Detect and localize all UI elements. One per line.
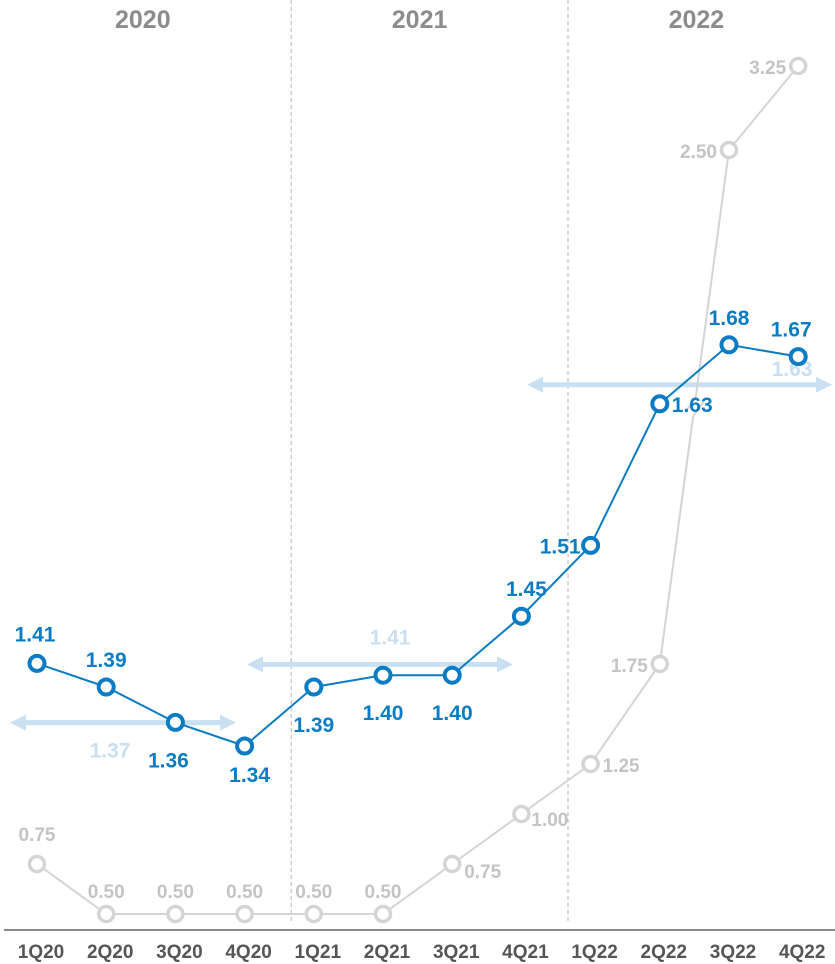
x-tick-label: 3Q20 — [156, 942, 202, 963]
primary-data-label: 1.51 — [540, 535, 581, 558]
primary-data-label: 1.40 — [363, 702, 404, 725]
primary-data-label: 1.34 — [229, 764, 270, 787]
secondary-series-point — [27, 854, 47, 874]
secondary-series-segment — [382, 863, 453, 915]
secondary-series-segment — [451, 813, 522, 865]
primary-series-segment — [243, 686, 315, 747]
primary-series-segment — [589, 403, 661, 546]
secondary-series-point — [788, 56, 808, 76]
primary-data-label: 1.40 — [432, 702, 473, 725]
average-arrow-head-right — [816, 376, 832, 393]
primary-series-segment — [728, 343, 799, 358]
primary-series-point — [373, 665, 393, 685]
secondary-series-segment — [520, 763, 592, 815]
axis-break-mark — [684, 397, 697, 413]
primary-series-point — [719, 335, 739, 355]
primary-data-label: 1.36 — [148, 749, 189, 772]
x-tick-label: 1Q20 — [18, 942, 64, 963]
average-arrow-head-left — [10, 714, 26, 731]
secondary-data-label: 1.75 — [611, 656, 648, 677]
secondary-series-segment — [589, 663, 661, 765]
primary-series-point — [235, 736, 255, 756]
primary-series-segment — [175, 721, 245, 747]
primary-series-point — [96, 677, 116, 697]
primary-series-segment — [36, 662, 107, 688]
secondary-data-label: 0.50 — [88, 882, 125, 903]
secondary-data-label: 1.25 — [603, 756, 640, 777]
x-tick-label: 3Q21 — [433, 942, 480, 963]
secondary-series-segment — [728, 65, 799, 151]
primary-data-label: 1.39 — [86, 649, 127, 672]
average-arrow-head-right — [497, 656, 513, 673]
primary-series-point — [650, 394, 670, 414]
x-tick-label: 3Q22 — [710, 942, 756, 963]
primary-series-segment — [659, 344, 730, 405]
secondary-data-label: 1.00 — [531, 810, 568, 831]
primary-data-label: 1.63 — [672, 394, 713, 417]
primary-series-point — [27, 653, 47, 673]
x-tick-label: 1Q22 — [571, 942, 617, 963]
primary-series-point — [511, 606, 531, 626]
primary-series-point — [442, 665, 462, 685]
year-label: 2022 — [669, 6, 725, 34]
average-label: 1.37 — [90, 740, 131, 763]
secondary-series-segment — [36, 863, 107, 915]
x-tick-label: 2Q22 — [641, 942, 687, 963]
secondary-data-label: 0.50 — [365, 882, 402, 903]
primary-data-label: 1.39 — [293, 714, 334, 737]
primary-series-point — [165, 712, 185, 732]
year-label: 2021 — [392, 6, 448, 34]
primary-series-segment — [313, 674, 384, 688]
secondary-data-label: 2.50 — [680, 142, 717, 163]
x-tick-label: 2Q20 — [87, 942, 133, 963]
x-tick-label: 1Q21 — [295, 942, 342, 963]
secondary-data-label: 0.75 — [19, 825, 56, 846]
secondary-data-label: 0.75 — [464, 862, 501, 883]
average-arrow-head-right — [220, 714, 236, 731]
primary-series-point — [581, 535, 601, 555]
average-arrow-head-left — [527, 376, 543, 393]
x-tick-label: 2Q21 — [364, 942, 411, 963]
secondary-series-point — [512, 804, 531, 824]
secondary-data-label: 0.50 — [226, 882, 263, 903]
x-tick-label: 4Q20 — [225, 942, 271, 963]
secondary-series-point — [650, 654, 670, 674]
secondary-series-point — [96, 904, 116, 924]
primary-series-segment — [520, 544, 592, 617]
secondary-data-label: 0.50 — [157, 882, 194, 903]
primary-series-point — [788, 347, 808, 367]
primary-data-label: 1.45 — [506, 578, 547, 601]
primary-series-segment — [451, 615, 523, 676]
secondary-series-point — [581, 754, 600, 774]
secondary-series-point — [719, 140, 739, 160]
secondary-data-label: 0.50 — [295, 882, 332, 903]
axis-break-mark — [692, 401, 705, 417]
primary-data-label: 1.41 — [15, 623, 56, 646]
secondary-series-point — [442, 854, 462, 874]
primary-data-label: 1.68 — [709, 307, 750, 330]
secondary-series-point — [304, 904, 324, 924]
x-tick-label: 4Q22 — [779, 942, 825, 963]
average-label: 1.41 — [370, 626, 411, 649]
secondary-data-label: 3.25 — [749, 58, 786, 79]
average-arrow-head-left — [247, 656, 263, 673]
secondary-series-point — [373, 904, 393, 924]
year-label: 2020 — [115, 6, 171, 34]
x-tick-label: 4Q21 — [502, 942, 549, 963]
primary-series-point — [304, 677, 324, 697]
primary-series-segment — [105, 686, 176, 724]
secondary-series-point — [166, 904, 185, 924]
secondary-series-point — [235, 904, 254, 924]
primary-data-label: 1.67 — [771, 319, 812, 342]
